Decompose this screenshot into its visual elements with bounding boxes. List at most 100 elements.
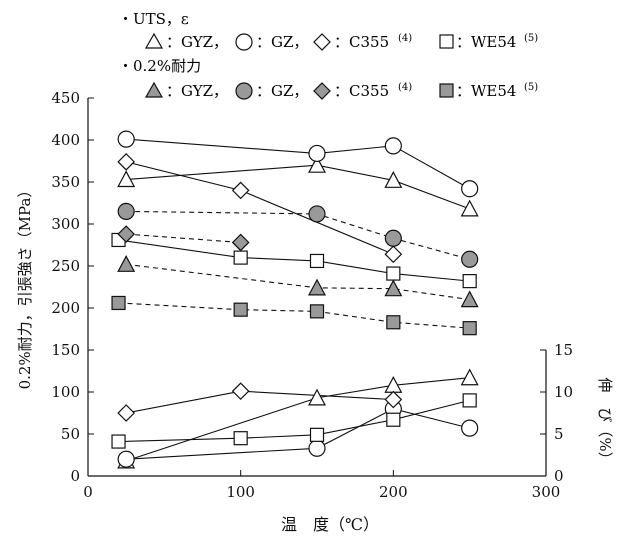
legend-ref-we54-2: (5) [524,82,538,93]
series-line-gyz-uts [126,164,470,210]
data-point-c355-diamond [117,404,136,422]
series-line-gz-0-2- [126,210,470,260]
data-point-gz-circle [117,450,135,468]
data-point-we54-square [386,412,401,427]
data-point-we54-square [309,304,325,319]
legend-ref-c355: (4) [398,33,412,44]
y-tick-label: 150 [51,341,80,359]
data-point-gyz-triangle [460,199,479,217]
data-point-gz-circle [384,229,402,247]
legend-label-c355: ：C355 [334,33,389,51]
data-point-gz-circle [308,439,326,457]
x-axis-label: 温 度（℃） [281,515,379,534]
data-point-gz-circle [461,419,479,437]
data-point-gyz-triangle [384,279,403,297]
chart-area: 温 度（℃） 0.2%耐力，引張強さ（MPa） 伸 び（%） 050100150… [16,89,614,534]
data-point-we54-square [386,266,401,281]
data-point-gyz-triangle [117,255,136,272]
y2-tick-label: 0 [554,467,564,485]
data-point-gyz-triangle [460,368,479,386]
series-line-we54-0-2- [118,302,470,329]
x-tick-label: 100 [226,483,255,501]
data-point-c355-diamond [117,225,136,243]
y-tick-label: 200 [51,299,80,317]
y-tick-label: 50 [61,425,80,443]
data-point-c355-diamond [384,390,403,409]
data-point-we54-square [233,250,248,265]
y2-tick-label: 15 [554,341,573,359]
data-point-gz-circle [461,250,479,268]
series-line-we54- [118,399,470,443]
y-tick-label: 0 [70,467,80,485]
data-point-c355-diamond [384,245,403,264]
data-point-gyz-triangle [460,290,479,308]
y2-tick-label: 5 [554,425,564,443]
data-point-we54-square [111,295,126,311]
data-point-we54-square [462,393,477,408]
data-point-gyz-triangle [308,278,326,296]
legend-label-we54-2: ：WE54 [456,82,516,100]
legend-group-uts-title: ・UTS，ε [118,10,189,28]
x-tick-label: 0 [83,483,93,501]
legend-filled-diamond-icon [313,82,331,100]
series-line-c355-uts [126,161,394,255]
legend-open-square-icon [439,34,454,49]
legend-label-c355-2: ：C355 [334,82,389,100]
data-point-we54-square [462,321,477,336]
y2-tick-label: 10 [554,383,573,401]
y-tick-label: 250 [51,257,80,275]
legend: ・UTS，ε ：GYZ， ：GZ， ：C355 (4) ：WE54 (5) ・0… [118,10,538,100]
data-point-we54-square [111,434,126,449]
data-point-gz-circle [308,144,326,163]
legend-open-diamond-icon [313,33,331,51]
legend-filled-square-icon [439,83,454,98]
data-point-gyz-triangle [308,155,326,173]
legend-filled-triangle-icon [144,81,164,98]
legend-ref-we54: (5) [524,33,538,44]
legend-label-gyz: ：GYZ， [166,33,228,51]
y2-axis-label: 伸 び（%） [596,377,614,466]
data-point-we54-square [233,302,248,317]
legend-open-triangle-icon [144,32,164,49]
data-point-we54-square [309,427,325,442]
data-point-gyz-triangle [308,388,326,406]
x-tick-label: 300 [532,483,561,501]
legend-filled-circle-icon [235,82,253,100]
series-line-gyz- [125,377,470,462]
data-point-we54-square [309,253,325,269]
data-point-gz-circle [117,202,135,220]
data-point-gz-circle [117,130,135,148]
series-line-gz- [126,408,470,460]
legend-label-we54: ：WE54 [456,33,516,51]
data-point-gyz-triangle [384,171,403,188]
y-axis-label: 0.2%耐力，引張強さ（MPa） [16,183,34,390]
data-point-c355-diamond [231,233,250,252]
data-point-we54-square [462,274,477,289]
legend-group-yield-title: ・0.2%耐力 [118,57,201,75]
data-point-gz-circle [384,137,402,155]
data-point-c355-diamond [231,382,250,401]
x-tick-label: 200 [379,483,408,501]
series-line-gyz-0-2- [126,263,470,301]
series-line-gz-uts [126,138,470,190]
y-tick-label: 300 [51,215,80,233]
data-point-we54-square [233,431,248,446]
data-point-gz-circle [308,205,326,223]
series-line-we54-uts [118,239,470,282]
legend-open-circle-icon [235,33,253,51]
data-point-c355-diamond [231,181,250,200]
data-point-we54-square [386,315,401,330]
legend-label-gz-2: ：GZ， [256,82,308,100]
data-point-gz-circle [461,180,479,198]
y-tick-label: 400 [51,131,80,149]
series-line-c355- [126,390,394,414]
legend-label-gyz-2: ：GYZ， [166,82,228,100]
y-tick-label: 100 [51,383,80,401]
legend-label-gz: ：GZ， [256,33,308,51]
series-line-c355-0-2- [126,233,241,244]
y-tick-label: 350 [51,173,80,191]
data-point-c355-diamond [117,152,136,171]
legend-ref-c355-2: (4) [398,82,412,93]
y-tick-label: 450 [51,89,80,107]
